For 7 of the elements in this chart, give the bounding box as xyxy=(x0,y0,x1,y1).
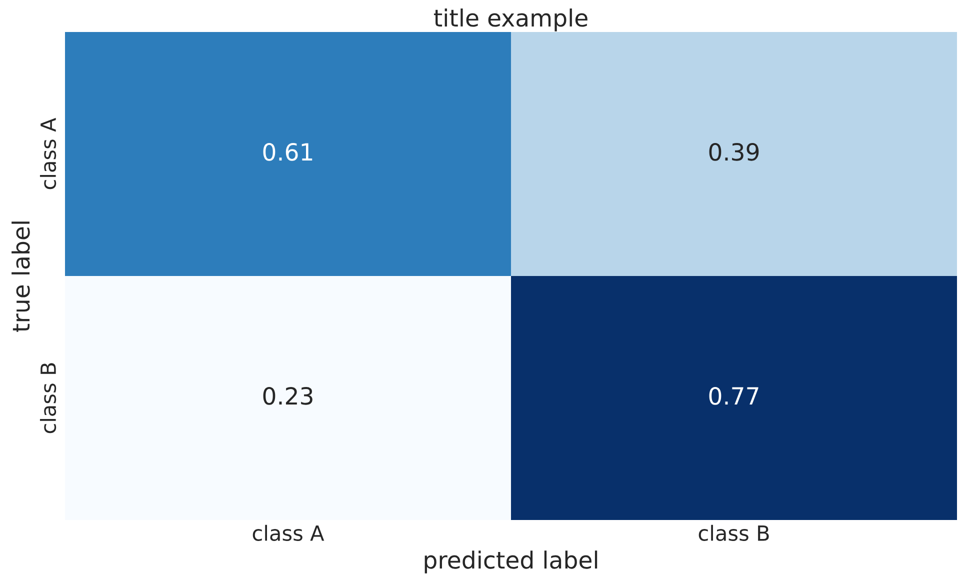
data-label: 0.39 xyxy=(709,142,759,161)
data-label: 0.23 xyxy=(263,386,312,405)
x-axis-title: predicted label xyxy=(424,550,598,574)
y-axis-title: true label xyxy=(12,222,30,332)
data-label: 0.77 xyxy=(709,386,758,405)
chart-title: title example xyxy=(434,8,588,32)
data-label: 0.61 xyxy=(263,142,312,161)
